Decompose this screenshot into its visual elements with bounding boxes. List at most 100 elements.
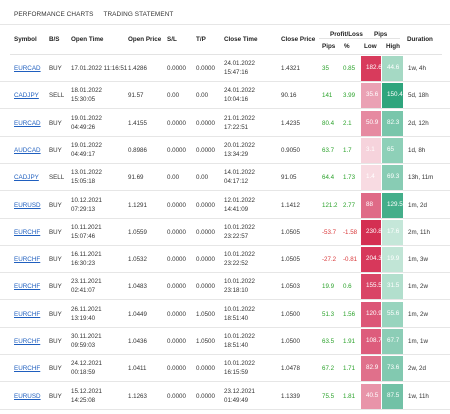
side-cell: BUY <box>49 365 62 373</box>
side-cell: SELL <box>49 174 65 182</box>
pips-high-cell: 19.9 <box>382 247 403 273</box>
close-time-date: 12.01.2022 <box>224 196 255 204</box>
sl-cell: 0.0000 <box>167 338 186 345</box>
duration-cell: 1m, 2w <box>408 283 428 291</box>
symbol-link[interactable]: EURCHF <box>14 256 41 264</box>
symbol-link[interactable]: EURCHF <box>14 310 41 318</box>
sl-cell: 0.0000 <box>167 283 186 291</box>
pct-cell: 1.56 <box>343 310 356 318</box>
open-time-time: 00:18:59 <box>71 369 96 377</box>
open-price-cell: 1.0483 <box>128 283 147 291</box>
tab-performance-charts[interactable]: PERFORMANCE CHARTS <box>14 11 94 18</box>
header-close-price: Close Price <box>281 36 316 43</box>
open-time-time: 09:59:03 <box>71 342 96 349</box>
open-time-time: 15:05:18 <box>71 178 96 186</box>
open-time-time: 04:49:17 <box>71 150 96 158</box>
open-price-cell: 1.0411 <box>128 365 147 373</box>
open-time-date: 24.12.2021 <box>71 360 102 368</box>
open-time-time: 15:30:05 <box>71 96 96 104</box>
pips-high-cell: 44.6 <box>382 56 403 81</box>
pips-low-cell: 230.8 <box>361 219 382 245</box>
pips-cell: 121.2 <box>322 201 338 209</box>
symbol-link[interactable]: AUDCAD <box>14 146 41 154</box>
open-time-time: 15:07:46 <box>71 232 96 240</box>
close-time-time: 13:34:29 <box>224 150 249 158</box>
close-time-date: 21.01.2022 <box>224 114 255 122</box>
side-cell: SELL <box>49 92 65 100</box>
table-row: AUDCAD BUY 19.01.2022 04:49:17 0.8986 0.0000 0… <box>0 137 450 164</box>
tp-cell: 1.0500 <box>196 338 215 345</box>
open-time-date: 10.12.2021 <box>71 196 102 204</box>
close-time-time: 15:47:16 <box>224 69 249 76</box>
tab-trading-statement[interactable]: TRADING STATEMENT <box>98 6 179 25</box>
pips-cell: 51.3 <box>322 310 335 318</box>
table-row: EURUSD BUY 15.12.2021 14:25:08 1.1263 0.0000 0… <box>0 383 450 410</box>
symbol-link[interactable]: CADJPY <box>14 92 39 100</box>
header-duration: Duration <box>407 36 433 43</box>
close-price-cell: 1.0503 <box>281 283 300 291</box>
table-row: EURCAD BUY 17.01.2022 11:16:51 1.4286 0.0000… <box>0 55 450 82</box>
close-time-date: 10.01.2022 <box>224 278 255 286</box>
open-time-time: 02:41:07 <box>71 287 96 295</box>
pips-cell: 141 <box>322 92 333 100</box>
symbol-link[interactable]: EURCAD <box>14 119 41 127</box>
sl-cell: 0.0000 <box>167 201 186 209</box>
close-price-cell: 1.4321 <box>281 65 300 72</box>
symbol-link[interactable]: EURCHF <box>14 228 41 236</box>
symbol-link[interactable]: CADJPY <box>14 174 39 182</box>
open-time: 17.01.2022 11:16:51 <box>71 65 128 72</box>
close-price-cell: 1.0500 <box>281 310 300 318</box>
pips-low-cell: 182.6 <box>361 56 382 81</box>
duration-cell: 1m, 2d <box>408 201 427 209</box>
tp-cell: 0.0000 <box>196 365 215 373</box>
open-time-time: 14:25:08 <box>71 396 96 404</box>
duration-cell: 1m, 3w <box>408 256 428 264</box>
header-open-time: Open Time <box>71 36 104 43</box>
open-price-cell: 1.1291 <box>128 201 147 209</box>
pips-cell: 80.4 <box>322 119 335 127</box>
tp-cell: 0.0000 <box>196 65 215 72</box>
close-time-time: 18:51:40 <box>224 342 249 349</box>
pips-cell: 63.7 <box>322 146 335 154</box>
symbol-link[interactable]: EURUSD <box>14 201 41 209</box>
statement-tabs: PERFORMANCE CHARTS TRADING STATEMENT <box>9 6 179 25</box>
open-time-date: 26.11.2021 <box>71 305 102 313</box>
pips-low-cell: 88 <box>361 192 381 218</box>
open-price-cell: 91.57 <box>128 92 144 100</box>
side-cell: BUY <box>49 201 62 209</box>
open-time-date: 23.11.2021 <box>71 278 102 286</box>
tp-cell: 0.0000 <box>196 146 215 154</box>
header-tp: T/P <box>196 36 206 43</box>
symbol-link[interactable]: EURUSD <box>14 392 41 400</box>
pips-low-cell: 108.7 <box>361 329 382 354</box>
symbol-link[interactable]: EURCHF <box>14 338 41 345</box>
sl-cell: 0.00 <box>167 92 180 100</box>
close-time-date: 10.01.2022 <box>224 305 255 313</box>
close-time-time: 23:18:10 <box>224 287 249 295</box>
close-price-cell: 1.0500 <box>281 338 300 345</box>
pips-high-cell: 87.5 <box>382 383 403 409</box>
open-time-date: 13.01.2022 <box>71 169 102 177</box>
table-row: EURCHF BUY 30.11.2021 09:59:03 1.0436 0.0000 1… <box>0 328 450 355</box>
open-time-date: 19.01.2022 <box>71 141 102 149</box>
duration-cell: 2w, 2d <box>408 365 426 373</box>
symbol-link[interactable]: EURCAD <box>14 65 41 72</box>
close-time-date: 24.01.2022 <box>224 87 255 95</box>
close-price-cell: 1.1412 <box>281 201 300 209</box>
open-time-time: 13:19:40 <box>71 314 96 322</box>
tp-cell: 0.0000 <box>196 119 215 127</box>
open-time-date: 19.01.2022 <box>71 114 102 122</box>
pips-high-cell: 129.5 <box>382 192 403 218</box>
duration-cell: 2d, 12h <box>408 119 429 127</box>
sl-cell: 0.0000 <box>167 228 186 236</box>
sl-cell: 0.0000 <box>167 392 186 400</box>
close-price-cell: 0.9050 <box>281 146 300 154</box>
open-price-cell: 1.4155 <box>128 119 147 127</box>
open-price-cell: 1.0532 <box>128 256 147 264</box>
pips-high-cell: 31.5 <box>382 274 403 300</box>
tp-cell: 0.0000 <box>196 256 215 264</box>
pct-cell: 1.73 <box>343 174 356 182</box>
symbol-link[interactable]: EURCHF <box>14 283 41 291</box>
symbol-link[interactable]: EURCHF <box>14 365 41 373</box>
pct-cell: -0.81 <box>343 256 358 264</box>
